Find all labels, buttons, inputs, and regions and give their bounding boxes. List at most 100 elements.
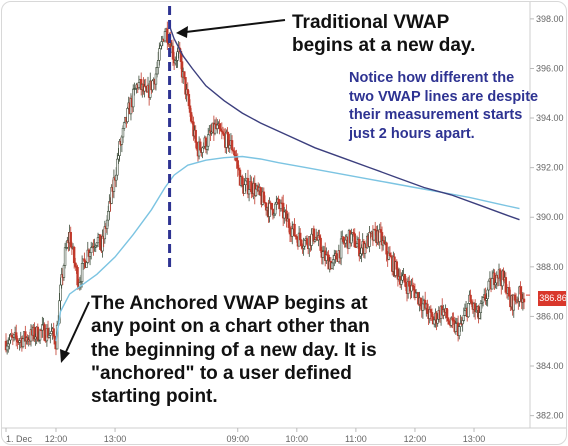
candle-body <box>95 242 99 246</box>
candle-body <box>360 247 363 255</box>
candle-body <box>176 51 179 61</box>
candle-body <box>105 219 109 229</box>
candle-body <box>235 157 238 161</box>
candle-body <box>137 82 141 88</box>
candle-body <box>433 319 436 325</box>
candle-body <box>158 48 161 61</box>
annotation-line: their measurement starts <box>349 107 523 124</box>
candle-body <box>295 236 299 240</box>
candle-body <box>458 326 461 336</box>
candle-body <box>436 318 439 324</box>
candle-body <box>151 80 154 91</box>
candle-body <box>183 71 186 78</box>
candle-body <box>122 122 126 129</box>
candle-body <box>88 252 92 257</box>
candle-body <box>59 284 62 302</box>
x-tick-label: 10:00 <box>286 434 309 444</box>
candle-body <box>342 236 345 242</box>
candle-body <box>388 252 392 257</box>
y-tick-label: 386.00 <box>536 311 564 321</box>
candle-body <box>504 277 508 293</box>
candle-body <box>395 261 398 270</box>
candle-body <box>188 105 192 113</box>
candle-body <box>186 89 189 95</box>
arrow-head <box>176 26 188 38</box>
candle-body <box>447 320 451 325</box>
arrow-traditional <box>185 19 286 33</box>
candle-body <box>368 232 371 247</box>
candle-body <box>89 247 93 253</box>
candle-body <box>171 45 175 60</box>
candle-body <box>344 239 347 244</box>
candle-body <box>155 67 159 75</box>
candle-body <box>157 60 160 68</box>
candle-body <box>228 144 231 149</box>
candle-body <box>205 145 209 150</box>
annotation-line: any point on a chart other than <box>91 316 370 338</box>
candle-body <box>486 289 489 300</box>
candle-body <box>36 326 40 341</box>
candle-body <box>121 127 125 138</box>
candle-body <box>470 301 473 305</box>
candle-body <box>479 303 483 313</box>
anchored-vwap-line <box>55 155 520 342</box>
last-price-badge: 386.86 <box>538 291 566 306</box>
candle-body <box>222 133 226 136</box>
candle-body <box>80 263 84 282</box>
arrow-head <box>60 349 70 363</box>
candle-body <box>230 140 234 151</box>
candle-body <box>319 237 322 251</box>
candle-body <box>50 331 53 334</box>
candle-body <box>467 303 470 318</box>
candle-body <box>487 280 490 291</box>
candle-body <box>277 198 280 205</box>
candle-body <box>412 285 416 291</box>
annotation-line: The Anchored VWAP begins at <box>91 293 368 314</box>
candle-body <box>445 308 448 318</box>
annotation-line: begins at a new day. <box>292 34 476 56</box>
candle-body <box>96 237 100 244</box>
candle-body <box>62 265 66 278</box>
candle-body <box>404 281 408 288</box>
candle-body <box>331 259 335 264</box>
candle-body <box>12 334 16 338</box>
y-tick-label: 398.00 <box>536 14 564 24</box>
x-tick-label: 11:00 <box>345 434 367 444</box>
candle-body <box>38 329 42 341</box>
candle-body <box>287 218 291 228</box>
candle-body <box>159 45 162 49</box>
y-tick-label: 382.00 <box>536 411 564 421</box>
candle-body <box>132 88 135 108</box>
y-tick-label: 396.00 <box>536 63 564 73</box>
traditional-vwap-annotation: Traditional VWAP begins at a new day. <box>292 12 475 58</box>
candle-body <box>463 310 467 316</box>
candle-body <box>335 253 338 260</box>
candle-body <box>166 28 169 43</box>
candle-body <box>233 150 236 156</box>
comparison-note: Notice how different the two VWAP lines … <box>349 69 538 143</box>
candle-body <box>16 338 19 343</box>
candle-body <box>385 242 388 255</box>
candle-body <box>117 155 120 160</box>
candle-body <box>8 339 11 345</box>
candle-body <box>451 317 454 321</box>
candle-body <box>478 312 481 319</box>
candle-body <box>291 228 294 237</box>
candle-body <box>310 233 313 246</box>
candle-body <box>353 233 356 248</box>
candle-body <box>160 41 163 47</box>
candle-body <box>469 294 472 303</box>
candle-body <box>259 187 262 195</box>
candle-body <box>250 181 253 192</box>
candle-body <box>379 229 383 233</box>
y-tick-label: 394.00 <box>536 113 564 123</box>
candle-body <box>21 338 25 348</box>
candle-body <box>490 278 494 290</box>
candle-body <box>462 315 465 321</box>
y-tick-label: 392.00 <box>536 163 564 173</box>
candle-body <box>400 279 403 285</box>
candle-body <box>426 303 429 314</box>
candle-body <box>114 174 118 181</box>
candle-body <box>283 211 286 219</box>
candle-body <box>47 335 51 338</box>
